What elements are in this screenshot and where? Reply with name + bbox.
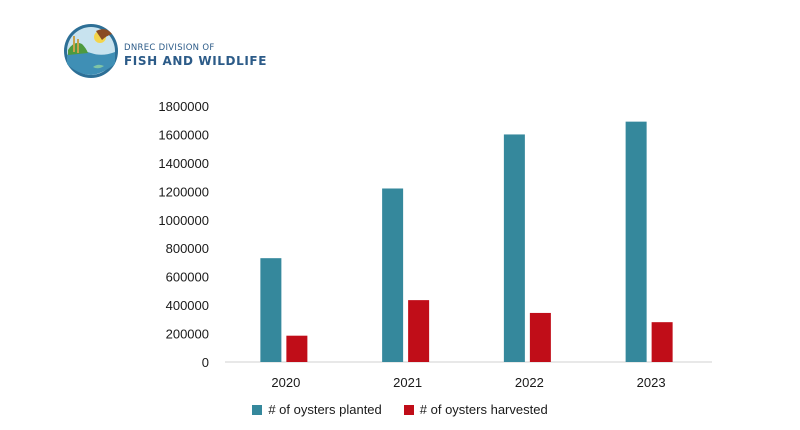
y-tick-label: 1800000 [158, 99, 209, 114]
fish-and-wildlife-emblem-icon [64, 24, 118, 78]
y-tick-label: 800000 [166, 241, 209, 256]
y-tick-label: 400000 [166, 298, 209, 313]
legend-item-harvested: # of oysters harvested [403, 402, 548, 417]
chart-legend: # of oysters planted # of oysters harves… [0, 402, 800, 417]
dnrec-logo: DNREC DIVISION OF FISH AND WILDLIFE [62, 22, 272, 82]
x-tick-label: 2020 [271, 375, 300, 390]
legend-label-harvested: # of oysters harvested [419, 402, 548, 417]
y-tick-label: 0 [202, 355, 209, 370]
y-tick-label: 1600000 [158, 127, 209, 142]
oyster-bar-chart: 1800000 1600000 1400000 1200000 1000000 80000… [158, 99, 712, 390]
bar-planted-2021 [382, 188, 404, 362]
logo-division-text: DNREC DIVISION OF [124, 43, 215, 53]
x-tick-label: 2023 [637, 375, 666, 390]
x-tick-label: 2022 [515, 375, 544, 390]
bar-harvested-2022 [529, 312, 551, 362]
y-tick-label: 1200000 [158, 184, 209, 199]
legend-item-planted: # of oysters planted [252, 402, 382, 417]
bar-harvested-2021 [408, 300, 430, 362]
bar-harvested-2020 [286, 335, 308, 362]
y-tick-label: 600000 [166, 270, 209, 285]
y-tick-label: 1400000 [158, 156, 209, 171]
bar-planted-2023 [625, 121, 647, 363]
y-tick-label: 200000 [166, 327, 209, 342]
bar-planted-2022 [503, 134, 525, 362]
legend-swatch-harvested [403, 404, 414, 415]
bar-planted-2020 [260, 258, 282, 362]
y-tick-label: 1000000 [158, 213, 209, 228]
legend-swatch-planted [252, 404, 263, 415]
x-tick-label: 2021 [393, 375, 422, 390]
bar-harvested-2023 [651, 322, 673, 362]
legend-label-planted: # of oysters planted [268, 402, 382, 417]
logo-name-text: FISH AND WILDLIFE [124, 54, 268, 68]
